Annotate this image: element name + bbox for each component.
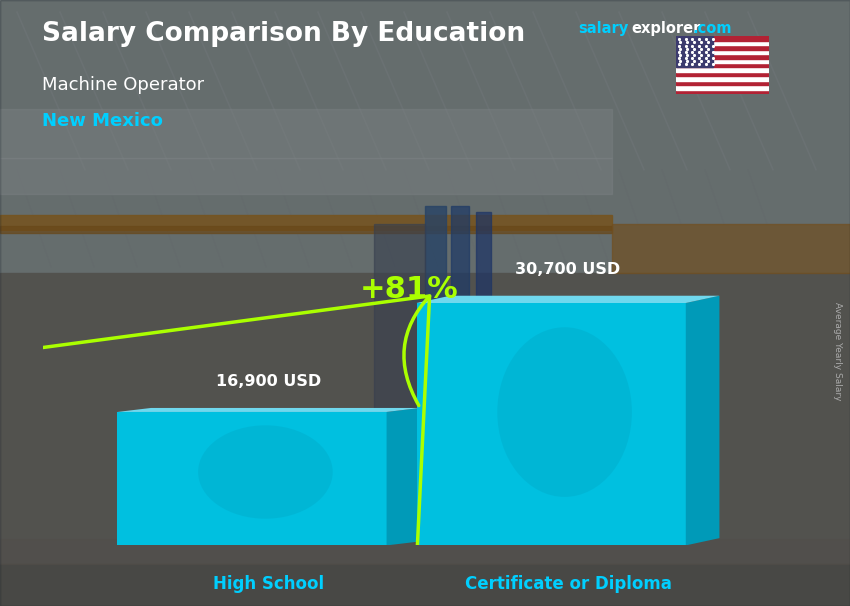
Bar [0, 109, 612, 158]
Bar [0, 158, 612, 194]
Bar [0, 226, 612, 233]
Bar [676, 85, 769, 90]
Bar [450, 206, 469, 485]
Bar [374, 224, 425, 454]
Text: +81%: +81% [360, 275, 458, 304]
Ellipse shape [198, 425, 332, 519]
Bar [676, 90, 769, 94]
Bar [676, 81, 769, 85]
Text: Certificate or Diploma: Certificate or Diploma [465, 576, 672, 593]
Text: Machine Operator: Machine Operator [42, 76, 205, 94]
Bar [676, 36, 713, 67]
Bar [676, 41, 769, 45]
Text: 16,900 USD: 16,900 USD [216, 374, 321, 389]
Ellipse shape [497, 327, 632, 497]
Text: .com: .com [693, 21, 732, 36]
Bar [676, 54, 769, 59]
Polygon shape [387, 408, 420, 545]
Bar [676, 59, 769, 63]
Bar [676, 36, 769, 41]
Bar [676, 63, 769, 67]
Text: explorer: explorer [632, 21, 701, 36]
Text: salary: salary [578, 21, 628, 36]
Bar [0, 215, 612, 230]
Bar [676, 45, 769, 50]
Bar [676, 67, 769, 72]
Text: Salary Comparison By Education: Salary Comparison By Education [42, 21, 525, 47]
Bar [425, 206, 446, 436]
Bar [676, 50, 769, 54]
Polygon shape [416, 296, 719, 303]
Polygon shape [416, 303, 686, 545]
Bar [0, 0, 850, 273]
Polygon shape [117, 408, 420, 412]
Polygon shape [686, 296, 719, 545]
Text: Average Yearly Salary: Average Yearly Salary [833, 302, 842, 401]
Bar [676, 76, 769, 81]
Bar [0, 539, 850, 564]
Text: New Mexico: New Mexico [42, 112, 163, 130]
Text: High School: High School [213, 576, 325, 593]
FancyArrowPatch shape [42, 296, 429, 606]
Bar [676, 72, 769, 76]
Bar [0, 564, 850, 606]
Bar [0, 273, 850, 606]
Polygon shape [117, 412, 387, 545]
Bar [612, 224, 850, 273]
Bar [476, 212, 491, 515]
Text: 30,700 USD: 30,700 USD [515, 262, 620, 277]
